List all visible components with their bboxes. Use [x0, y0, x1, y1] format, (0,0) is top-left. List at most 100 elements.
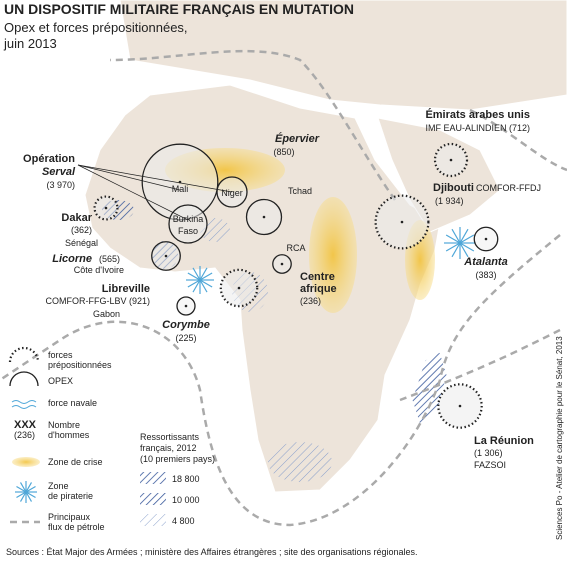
- label: Corymbe: [162, 319, 210, 331]
- subtitle: Opex et forces prépositionnées,: [4, 20, 188, 35]
- label: IMF EAU-ALINDIEN (712): [425, 123, 530, 133]
- piracy-ray: [199, 279, 213, 288]
- label: (565): [99, 254, 120, 264]
- label: Niger: [221, 188, 243, 198]
- opex-circle: [168, 204, 208, 244]
- base-dot: [184, 304, 188, 308]
- base-dot: [484, 237, 488, 241]
- piracy-ray: [187, 279, 201, 288]
- label: Zone de crise: [48, 457, 103, 467]
- label: Opération: [23, 153, 75, 165]
- label: Sénégal: [65, 238, 98, 248]
- label: Côte d'Ivoire: [74, 265, 124, 275]
- piracy-ray: [192, 267, 201, 281]
- legend-prepositioned: [8, 346, 40, 363]
- label: Mali: [172, 184, 189, 194]
- piracy-ray: [187, 272, 201, 281]
- label: d'hommes: [48, 430, 90, 440]
- legend-naval: [11, 400, 37, 409]
- label: Tchad: [288, 186, 312, 196]
- label: afrique: [300, 283, 337, 295]
- base-dot: [458, 404, 462, 408]
- label: Licorne: [52, 253, 92, 265]
- label: Centre: [300, 271, 335, 283]
- base-dot: [262, 215, 266, 219]
- label: RCA: [286, 243, 305, 253]
- label: force navale: [48, 398, 97, 408]
- label: (10 premiers pays): [140, 454, 215, 464]
- label: XXX: [14, 419, 37, 431]
- label: de piraterie: [48, 491, 93, 501]
- label: COMFOR-FFDJ: [476, 183, 541, 193]
- legend-opex: [9, 371, 39, 387]
- label: Burkina: [173, 214, 204, 224]
- label: (1 306): [474, 448, 503, 458]
- piracy-ray: [16, 485, 27, 493]
- label: Gabon: [93, 309, 120, 319]
- label: Atalanta: [463, 256, 507, 268]
- piracy-ray: [445, 242, 461, 252]
- label: Épervier: [275, 132, 320, 145]
- label: FAZSOI: [474, 460, 506, 470]
- oil-routes: [0, 49, 567, 527]
- label: (1 934): [435, 196, 464, 206]
- title: UN DISPOSITIF MILITAIRE FRANÇAIS EN MUTA…: [4, 1, 354, 17]
- label: Émirats arabes unis: [425, 108, 530, 121]
- legend-residents: [140, 493, 166, 505]
- piracy-ray: [451, 242, 461, 258]
- label: (362): [71, 225, 92, 235]
- label: 4 800: [172, 516, 195, 526]
- label: Djibouti: [433, 182, 474, 194]
- legend-residents: [140, 514, 166, 526]
- label: 18 800: [172, 474, 200, 484]
- piracy-ray: [459, 228, 469, 244]
- label: prépositionnées: [48, 360, 112, 370]
- leader: [77, 164, 181, 191]
- base-dot: [280, 262, 284, 266]
- label: La Réunion: [474, 435, 534, 447]
- label: français, 2012: [140, 443, 197, 453]
- label: Serval: [42, 166, 76, 178]
- credit: Sciences Po - Atelier de cartographie po…: [555, 336, 564, 540]
- label: Dakar: [61, 212, 92, 224]
- legend-crisis: [12, 457, 40, 467]
- label: COMFOR-FFG-LBV (921): [45, 296, 150, 306]
- label: (3 970): [46, 180, 75, 190]
- label: OPEX: [48, 376, 73, 386]
- label: Faso: [178, 226, 198, 236]
- piracy-ray: [192, 279, 201, 293]
- base-dot: [164, 254, 168, 258]
- base-dot: [237, 286, 241, 290]
- piracy-ray: [19, 491, 27, 502]
- label: (225): [175, 333, 196, 343]
- label: 10 000: [172, 495, 200, 505]
- legend-residents: [140, 472, 166, 484]
- base-dot: [104, 206, 108, 210]
- base-dot: [400, 220, 404, 224]
- piracy-ray: [199, 279, 208, 293]
- label: flux de pétrole: [48, 522, 105, 532]
- subtitle: juin 2013: [3, 36, 57, 51]
- label: (850): [273, 147, 294, 157]
- piracy-ray: [199, 267, 208, 281]
- label: (236): [300, 296, 321, 306]
- leader: [77, 164, 233, 193]
- piracy-ray: [199, 272, 213, 281]
- piracy-ray: [445, 234, 461, 244]
- label: (383): [475, 270, 496, 280]
- label: Nombre: [48, 420, 80, 430]
- piracy-ray: [451, 228, 461, 244]
- source: Sources : État Major des Armées ; minist…: [6, 547, 418, 557]
- base-dot: [449, 158, 453, 162]
- piracy-ray: [25, 491, 36, 499]
- label: Zone: [48, 481, 69, 491]
- piracy-ray: [25, 491, 33, 502]
- piracy-ray: [459, 242, 475, 252]
- label: (236): [14, 430, 35, 440]
- piracy-ray: [25, 485, 36, 493]
- label: Ressortissants: [140, 432, 200, 442]
- piracy-ray: [16, 491, 27, 499]
- label: Principaux: [48, 512, 91, 522]
- label: forces: [48, 350, 73, 360]
